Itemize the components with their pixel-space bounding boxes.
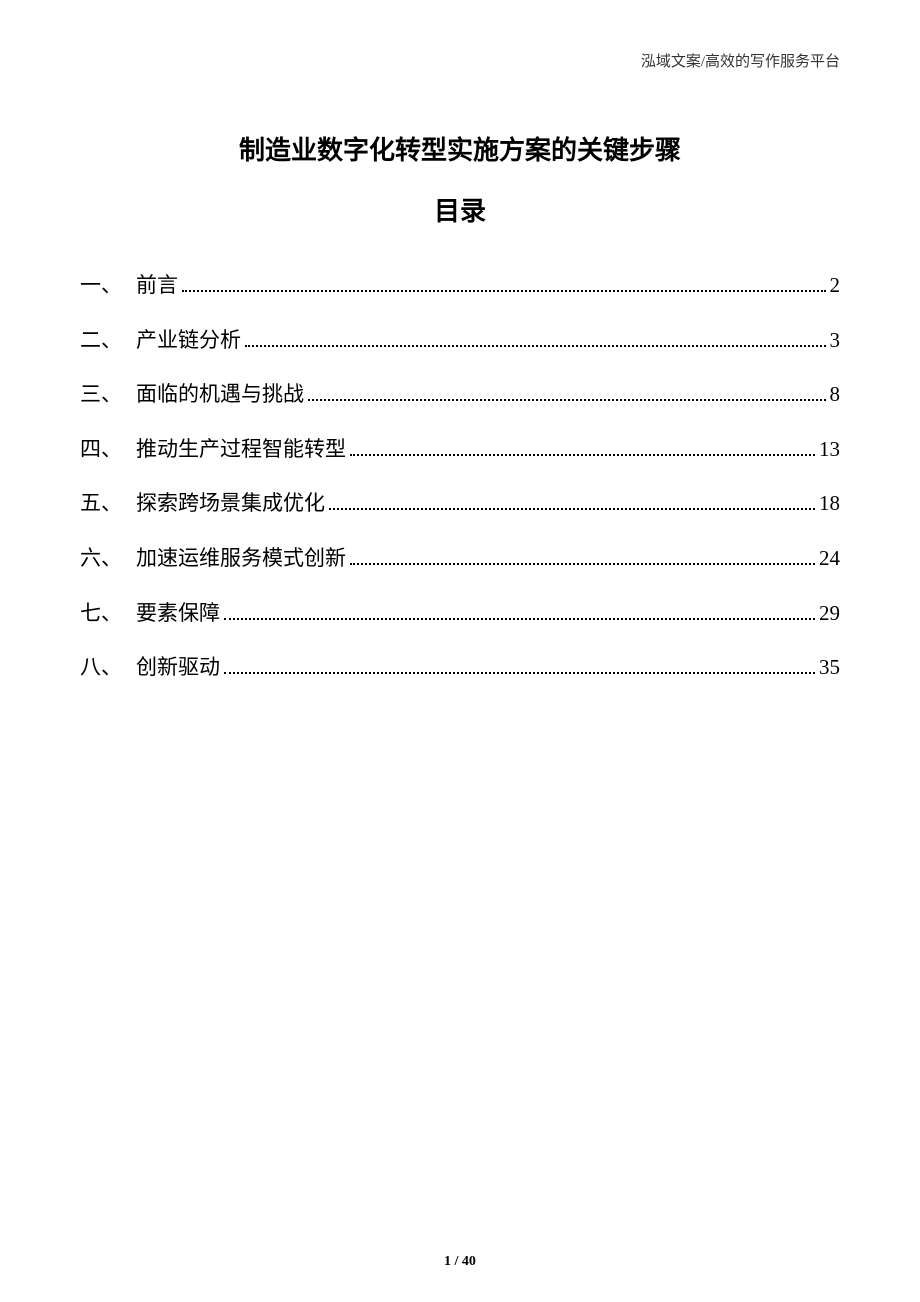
toc-item[interactable]: 五、 探索跨场景集成优化 18 — [80, 476, 840, 531]
toc-item[interactable]: 三、 面临的机遇与挑战 8 — [80, 367, 840, 422]
toc-item-number: 二、 — [80, 313, 136, 368]
toc-dot-leader — [329, 496, 815, 511]
toc-item[interactable]: 一、 前言 2 — [80, 258, 840, 313]
toc-item[interactable]: 八、 创新驱动 35 — [80, 640, 840, 695]
toc-item-label: 要素保障 — [136, 586, 220, 641]
toc-dot-leader — [308, 387, 826, 402]
toc-item-page: 13 — [819, 422, 840, 477]
document-subtitle: 目录 — [80, 191, 840, 228]
toc-item-number: 七、 — [80, 586, 136, 641]
toc-item-number: 四、 — [80, 422, 136, 477]
toc-item-label: 创新驱动 — [136, 640, 220, 695]
toc-dot-leader — [350, 441, 815, 456]
toc-item[interactable]: 七、 要素保障 29 — [80, 586, 840, 641]
page-header: 泓域文案/高效的写作服务平台 — [641, 50, 840, 71]
toc-dot-leader — [182, 277, 826, 292]
toc-item-number: 八、 — [80, 640, 136, 695]
toc-item-page: 35 — [819, 640, 840, 695]
toc-item[interactable]: 四、 推动生产过程智能转型 13 — [80, 422, 840, 477]
toc-item-page: 3 — [830, 313, 841, 368]
toc-item-page: 2 — [830, 258, 841, 313]
table-of-contents: 一、 前言 2 二、 产业链分析 3 三、 面临的机遇与挑战 8 四、 推动生产… — [80, 258, 840, 695]
document-title: 制造业数字化转型实施方案的关键步骤 — [80, 130, 840, 167]
toc-dot-leader — [224, 605, 815, 620]
toc-item-label: 探索跨场景集成优化 — [136, 476, 325, 531]
toc-dot-leader — [350, 550, 815, 565]
toc-item[interactable]: 六、 加速运维服务模式创新 24 — [80, 531, 840, 586]
page-footer: 1 / 40 — [0, 1254, 920, 1270]
toc-item[interactable]: 二、 产业链分析 3 — [80, 313, 840, 368]
toc-item-label: 前言 — [136, 258, 178, 313]
toc-item-number: 五、 — [80, 476, 136, 531]
document-page: 泓域文案/高效的写作服务平台 制造业数字化转型实施方案的关键步骤 目录 一、 前… — [0, 0, 920, 1302]
toc-item-label: 推动生产过程智能转型 — [136, 422, 346, 477]
toc-item-label: 产业链分析 — [136, 313, 241, 368]
toc-item-label: 面临的机遇与挑战 — [136, 367, 304, 422]
toc-item-number: 一、 — [80, 258, 136, 313]
toc-item-page: 29 — [819, 586, 840, 641]
toc-item-label: 加速运维服务模式创新 — [136, 531, 346, 586]
toc-item-number: 三、 — [80, 367, 136, 422]
toc-dot-leader — [245, 332, 826, 347]
toc-item-page: 18 — [819, 476, 840, 531]
toc-item-number: 六、 — [80, 531, 136, 586]
toc-item-page: 24 — [819, 531, 840, 586]
toc-item-page: 8 — [830, 367, 841, 422]
toc-dot-leader — [224, 660, 815, 675]
